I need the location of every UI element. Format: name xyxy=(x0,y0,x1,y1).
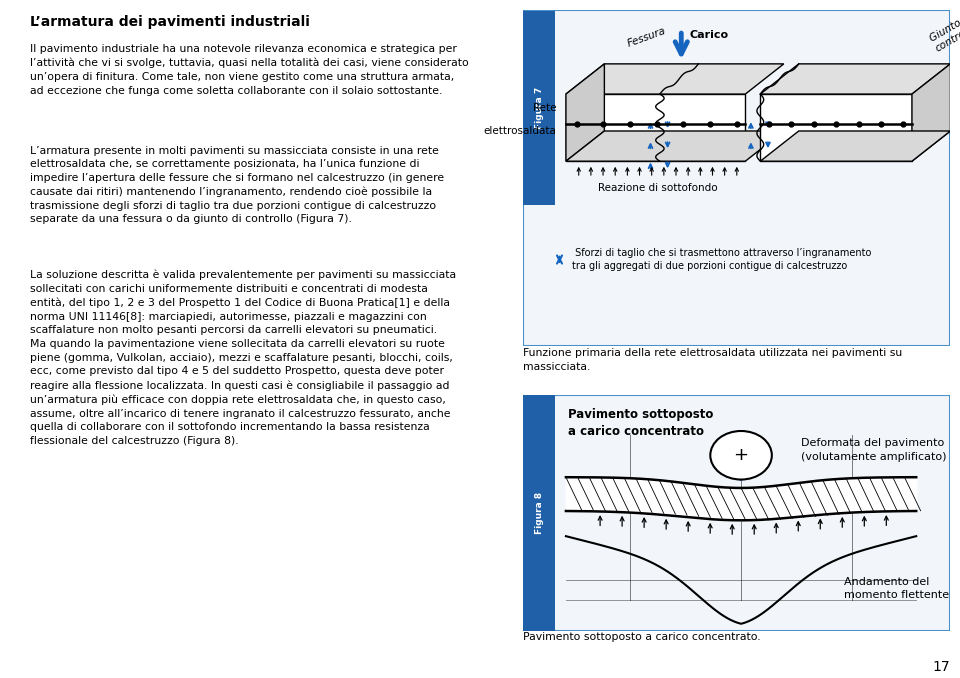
Text: Carico: Carico xyxy=(690,31,729,40)
Polygon shape xyxy=(760,94,912,161)
Bar xyxy=(523,11,555,205)
Polygon shape xyxy=(566,94,745,161)
Text: Il pavimento industriale ha una notevole rilevanza economica e strategica per
l’: Il pavimento industriale ha una notevole… xyxy=(30,44,468,96)
Text: Pavimento sottoposto a carico concentrato.: Pavimento sottoposto a carico concentrat… xyxy=(523,633,761,642)
Polygon shape xyxy=(760,64,950,94)
Text: Fessura: Fessura xyxy=(627,26,668,49)
Polygon shape xyxy=(566,64,605,161)
Text: Giunto di
controllo: Giunto di controllo xyxy=(927,12,960,54)
Text: 17: 17 xyxy=(933,660,950,674)
Text: Figura 8: Figura 8 xyxy=(535,492,543,534)
Polygon shape xyxy=(912,64,950,161)
Text: Funzione primaria della rete elettrosaldata utilizzata nei pavimenti su
massicci: Funzione primaria della rete elettrosald… xyxy=(523,348,902,372)
Polygon shape xyxy=(566,64,783,94)
Text: Sforzi di taglio che si trasmettono attraverso l’ingranamento
tra gli aggregati : Sforzi di taglio che si trasmettono attr… xyxy=(572,247,872,271)
Text: Figura 7: Figura 7 xyxy=(535,86,543,129)
Text: Andamento del
momento flettente: Andamento del momento flettente xyxy=(844,577,948,600)
Text: L’armatura dei pavimenti industriali: L’armatura dei pavimenti industriali xyxy=(30,15,310,29)
Text: +: + xyxy=(733,446,749,464)
Text: L’armatura presente in molti pavimenti su massicciata consiste in una rete
elett: L’armatura presente in molti pavimenti s… xyxy=(30,146,444,224)
Text: Pavimento sottoposto
a carico concentrato: Pavimento sottoposto a carico concentrat… xyxy=(568,408,713,438)
Text: La soluzione descritta è valida prevalentemente per pavimenti su massicciata
sol: La soluzione descritta è valida prevalen… xyxy=(30,270,456,445)
Text: elettrosaldata: elettrosaldata xyxy=(484,126,557,136)
Text: Reazione di sottofondo: Reazione di sottofondo xyxy=(598,183,717,193)
Polygon shape xyxy=(566,131,783,161)
Text: Deformata del pavimento
(volutamente amplificato): Deformata del pavimento (volutamente amp… xyxy=(801,439,947,462)
Text: Rete: Rete xyxy=(533,102,557,113)
Bar xyxy=(523,395,555,631)
Polygon shape xyxy=(760,131,950,161)
Circle shape xyxy=(710,431,772,479)
